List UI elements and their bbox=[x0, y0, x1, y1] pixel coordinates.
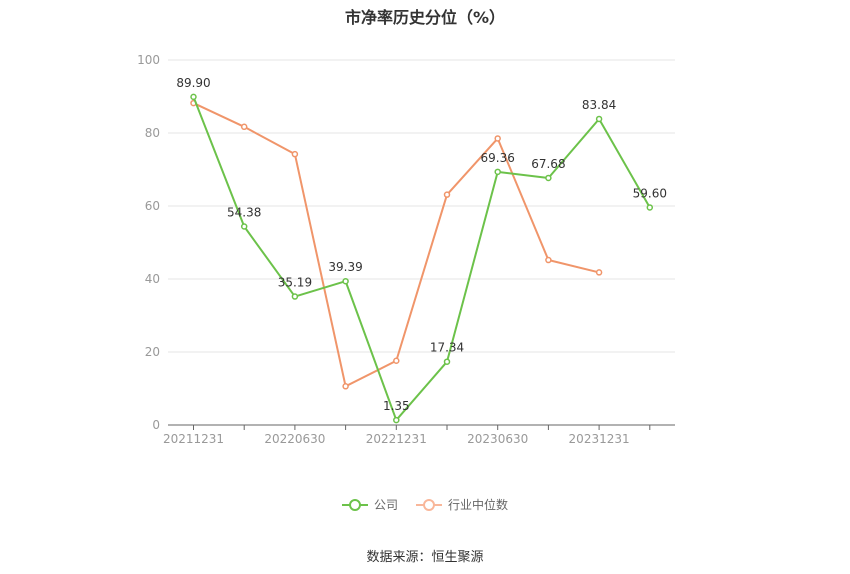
data-label: 83.84 bbox=[582, 98, 616, 112]
data-point-company bbox=[291, 293, 299, 300]
data-point-company bbox=[545, 174, 552, 182]
legend-item-industry-median[interactable]: 行业中位数 bbox=[416, 496, 508, 513]
data-point-industry-median bbox=[545, 256, 552, 264]
data-label: 39.39 bbox=[328, 260, 362, 274]
x-tick-label: 20220630 bbox=[264, 432, 325, 446]
chart-title: 市净率历史分位（%） bbox=[344, 8, 506, 27]
data-point-company bbox=[342, 277, 349, 285]
data-point-company bbox=[190, 93, 197, 101]
x-tick-label: 20230630 bbox=[467, 432, 528, 446]
x-tick-label: 20231231 bbox=[569, 432, 630, 446]
legend-label-company: 公司 bbox=[373, 498, 398, 512]
data-point-company bbox=[595, 115, 603, 123]
data-point-company bbox=[494, 168, 501, 176]
legend: 公司 行业中位数 bbox=[0, 496, 850, 513]
x-tick-label: 20221231 bbox=[366, 432, 427, 446]
legend-item-company[interactable]: 公司 bbox=[341, 496, 398, 513]
data-point-industry-median bbox=[494, 135, 501, 142]
data-label: 35.19 bbox=[278, 276, 312, 290]
y-tick-label: 80 bbox=[145, 126, 160, 140]
data-point-industry-median bbox=[342, 383, 349, 390]
data-point-industry-median bbox=[240, 123, 248, 131]
axes: 0 20 40 60 80 100 20211231 20220630 20221231 2023… bbox=[137, 53, 675, 446]
data-labels: 89.90 54.38 35.19 39.39 1.35 17.34 69.36 67.68 8… bbox=[176, 76, 667, 413]
data-point-industry-median bbox=[443, 191, 451, 198]
data-label: 1.35 bbox=[383, 399, 410, 413]
data-label: 59.60 bbox=[633, 186, 667, 200]
y-tick-label: 60 bbox=[145, 199, 160, 213]
data-point-company bbox=[240, 223, 248, 230]
data-point-industry-median bbox=[291, 150, 299, 158]
x-tick-label: 20211231 bbox=[163, 432, 224, 446]
legend-swatch-company bbox=[341, 498, 368, 512]
series-line-industry-median bbox=[193, 102, 600, 388]
data-label: 17.34 bbox=[430, 341, 464, 355]
data-label: 89.90 bbox=[176, 76, 210, 90]
y-tick-label: 100 bbox=[137, 53, 160, 67]
data-point-industry-median bbox=[393, 357, 400, 365]
data-label: 69.36 bbox=[481, 151, 515, 165]
data-point-industry-median bbox=[595, 269, 603, 276]
series-line-company bbox=[192, 96, 651, 422]
y-tick-label: 20 bbox=[145, 345, 160, 359]
data-point-company bbox=[393, 416, 400, 424]
y-tick-label: 40 bbox=[145, 272, 160, 286]
data-label: 54.38 bbox=[227, 206, 261, 220]
data-point-company bbox=[646, 204, 654, 211]
line-chart: 0 20 40 60 80 100 20211231 20220630 20221231 2023… bbox=[137, 53, 675, 446]
series-lines bbox=[190, 93, 654, 424]
y-tick-label: 0 bbox=[152, 418, 160, 432]
data-source-note: 数据来源：恒生聚源 bbox=[366, 550, 484, 565]
data-label: 67.68 bbox=[531, 157, 565, 171]
data-point-company bbox=[443, 358, 451, 365]
legend-label-industry-median: 行业中位数 bbox=[448, 498, 509, 512]
legend-swatch-industry-median bbox=[416, 498, 442, 512]
